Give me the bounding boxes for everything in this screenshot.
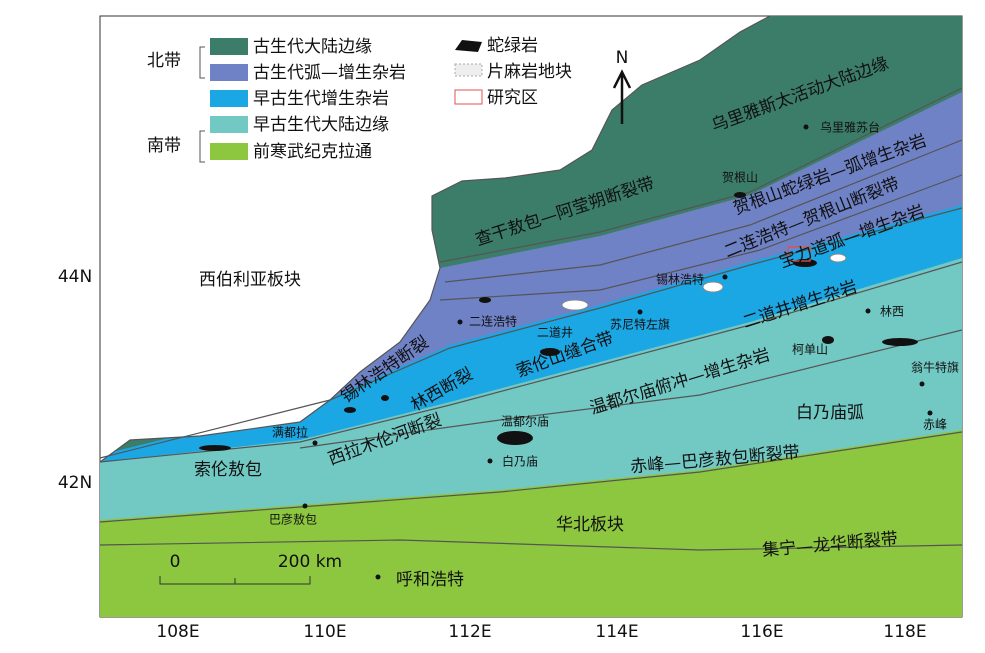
legend-bracket	[199, 46, 205, 163]
coastline	[99, 15, 771, 463]
place-dot	[865, 308, 871, 314]
place-dot	[803, 124, 809, 130]
map-label: 呼和浩特	[396, 570, 464, 590]
map-label: 翁牛特旗	[911, 360, 959, 375]
legend-item: 古生代弧—增生杂岩	[253, 63, 406, 83]
scale-bar	[159, 576, 311, 585]
place-dot	[457, 319, 463, 325]
fault	[444, 139, 963, 283]
north-arrow	[612, 69, 632, 124]
ophiolite	[479, 297, 491, 303]
map-label: 赤峰	[923, 418, 947, 432]
legend-swatch	[210, 143, 248, 160]
place-dot	[927, 410, 933, 416]
legend-swatch	[210, 38, 248, 55]
ophiolite	[540, 348, 560, 356]
latitude-label: 42N	[58, 473, 92, 493]
ophiolite	[381, 395, 389, 401]
place-dot	[722, 274, 728, 280]
legend-swatch	[210, 64, 248, 81]
ophiolite	[734, 192, 746, 198]
fault	[99, 261, 963, 463]
fault	[99, 207, 963, 459]
map-label: 满都拉	[272, 425, 308, 440]
map-label: 华北板块	[556, 515, 624, 535]
map-label: 乌里雅苏台	[820, 120, 880, 135]
longitude-label: 112E	[448, 622, 491, 642]
faults	[99, 15, 963, 551]
longitude-label: 110E	[303, 622, 346, 642]
legend-swatch	[210, 90, 248, 107]
place-dot	[487, 458, 493, 464]
latitude-label: 44N	[58, 267, 92, 287]
legend-group: 北带	[147, 51, 181, 71]
longitude-label: 114E	[595, 622, 638, 642]
map-label: 白乃庙弧	[796, 403, 864, 423]
fault	[439, 87, 963, 263]
ophiolite	[199, 445, 231, 451]
legend-item: 古生代大陆边缘	[253, 37, 372, 57]
scale-label: 200 km	[278, 552, 342, 572]
longitude-label: 108E	[156, 622, 199, 642]
fault	[439, 174, 963, 301]
longitude-labels: 108E 110E 112E 114E 116E 118E	[156, 622, 926, 642]
gneiss-block	[561, 299, 589, 311]
map-label: 二连浩特	[469, 314, 517, 329]
legend-symbol: 蛇绿岩	[487, 36, 538, 56]
gneiss-block	[829, 253, 847, 263]
map-label: 柯单山	[792, 343, 828, 357]
legend-symbol: 研究区	[487, 88, 538, 108]
legend-swatch	[210, 116, 248, 133]
study-area-icon	[454, 89, 483, 105]
ophiolites	[199, 192, 918, 451]
gneiss	[561, 253, 847, 311]
legend-item: 前寒武纪克拉通	[253, 142, 372, 162]
map-label: 锡林浩特	[656, 272, 704, 287]
study-area	[787, 246, 811, 262]
place-dot	[302, 503, 308, 509]
fault	[99, 539, 963, 551]
map-label: 温都尔庙	[501, 414, 549, 429]
ophiolite	[344, 407, 356, 413]
longitude-label: 116E	[740, 622, 783, 642]
north-label: N	[616, 48, 629, 68]
map-label: 林西	[880, 305, 904, 319]
ophiolite	[822, 336, 834, 344]
belt-green	[100, 430, 962, 617]
scale-label: 0	[170, 552, 181, 572]
ophiolite	[497, 431, 533, 445]
map-label: 苏尼特左旗	[610, 317, 670, 332]
map-label: 西伯利亚板块	[199, 270, 301, 290]
map-label: 巴彦敖包	[269, 512, 317, 527]
map-label: 索伦敖包	[194, 460, 262, 480]
ophiolite	[882, 338, 918, 346]
map-label: 二道井	[537, 326, 573, 340]
place-dot	[919, 381, 925, 387]
gneiss-icon	[454, 63, 483, 77]
legend-group: 南带	[147, 136, 181, 156]
place-dot	[375, 574, 381, 580]
fault	[299, 329, 963, 449]
gneiss-block	[702, 281, 724, 293]
place-dot	[637, 309, 643, 315]
ophiolite-icon	[455, 40, 482, 52]
map-label: 贺根山	[722, 171, 758, 185]
legend: 北带 南带 古生代大陆边缘 古生代弧—增生杂岩 早古生代增生杂岩 早古生代大陆边…	[147, 36, 572, 163]
longitude-label: 118E	[883, 622, 926, 642]
map-label: 白乃庙	[502, 454, 538, 469]
legend-item: 早古生代增生杂岩	[253, 89, 389, 109]
legend-symbol: 片麻岩地块	[487, 62, 572, 82]
fault	[99, 431, 963, 523]
legend-item: 早古生代大陆边缘	[253, 115, 389, 135]
place-dot	[312, 440, 318, 446]
